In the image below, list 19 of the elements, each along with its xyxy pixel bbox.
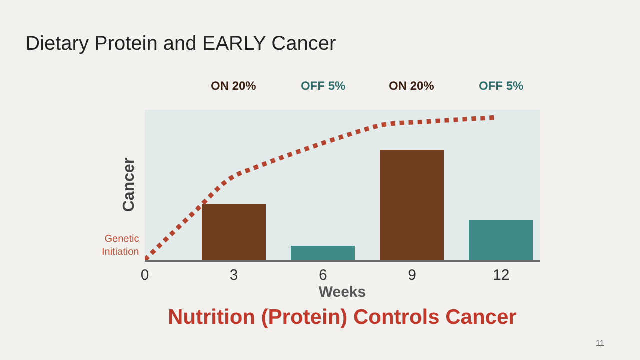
chart-title: Dietary Protein and EARLY Cancer: [26, 33, 336, 56]
text: ON 20%: [211, 79, 257, 93]
annotation: Genetic Initiation: [102, 234, 140, 258]
text: 11: [596, 339, 605, 348]
x-tick-label: 6: [319, 267, 328, 284]
bar: [380, 150, 444, 260]
text: ON 20%: [389, 79, 435, 93]
text: Nutrition (Protein) Controls Cancer: [168, 306, 517, 329]
x-tick-label: 3: [230, 267, 238, 284]
bar: [469, 220, 533, 260]
text: OFF 5%: [301, 79, 346, 93]
x-tick-label: 12: [493, 267, 510, 284]
bar: [291, 246, 355, 260]
x-tick-label: 0: [140, 267, 150, 284]
x-tick-label: 9: [408, 267, 416, 284]
bar: [202, 204, 266, 260]
x-axis-title: Weeks: [318, 284, 366, 301]
text: OFF 5%: [479, 79, 524, 93]
y-axis-title: Cancer: [120, 158, 138, 212]
